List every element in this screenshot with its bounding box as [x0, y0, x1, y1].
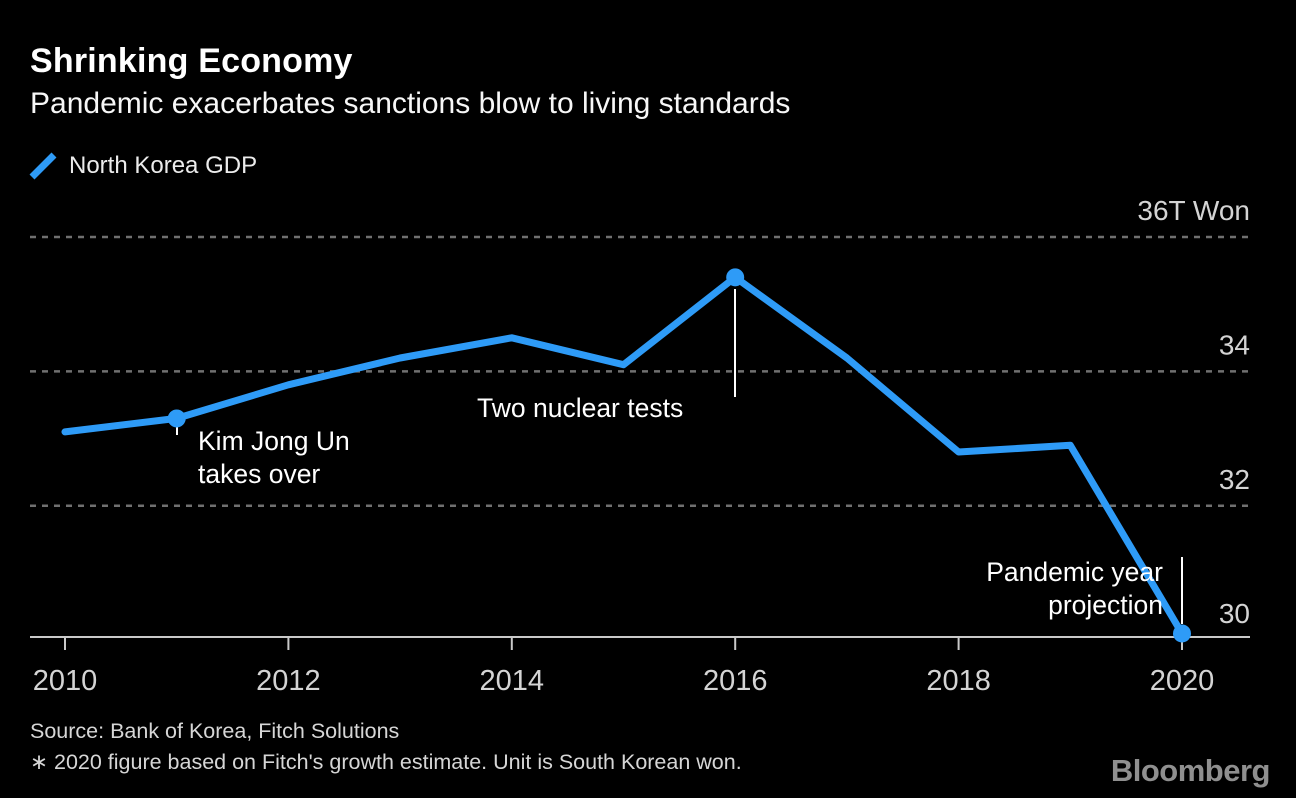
chart-subtitle: Pandemic exacerbates sanctions blow to l…	[30, 87, 791, 120]
data-point-2016	[726, 268, 745, 287]
annotation-kim-jong-un-takes-over-line-2: takes over	[198, 459, 320, 489]
y-axis-label-32: 32	[1219, 464, 1250, 495]
y-axis-label-34: 34	[1219, 329, 1250, 360]
y-axis-label-36: 36T Won	[1137, 195, 1250, 226]
source-text: Source: Bank of Korea, Fitch Solutions	[30, 719, 400, 743]
x-axis-label-2018: 2018	[926, 665, 991, 697]
data-point-2011	[167, 409, 186, 428]
annotation-pandemic-year-projection-line-1: Pandemic year	[986, 557, 1163, 587]
footnote-text: ∗ 2020 figure based on Fitch's growth es…	[30, 749, 742, 774]
x-axis-label-2014: 2014	[480, 665, 545, 697]
annotation-pandemic-year-projection-line-2: projection	[1048, 590, 1163, 620]
x-axis-label-2010: 2010	[33, 665, 98, 697]
footer: Source: Bank of Korea, Fitch Solutions ∗…	[30, 716, 742, 777]
data-point-2020	[1173, 624, 1191, 643]
bloomberg-logo: Bloomberg	[1110, 753, 1271, 788]
chart-title: Shrinking Economy	[30, 42, 353, 80]
legend-label: North Korea GDP	[69, 152, 258, 179]
x-axis-label-2016: 2016	[703, 665, 768, 697]
gdp-line	[61, 273, 1186, 637]
x-axis-label-2020: 2020	[1150, 665, 1215, 697]
annotation-kim-jong-un-takes-over-line-1: Kim Jong Un	[198, 426, 350, 456]
legend: North Korea GDP	[28, 150, 257, 182]
x-axis-label-2012: 2012	[256, 665, 321, 697]
annotation-two-nuclear-tests-line-1: Two nuclear tests	[477, 393, 683, 423]
line-series-swatch-icon	[29, 152, 57, 180]
y-axis-label-30: 30	[1219, 598, 1250, 629]
legend-swatch-line	[29, 152, 57, 180]
